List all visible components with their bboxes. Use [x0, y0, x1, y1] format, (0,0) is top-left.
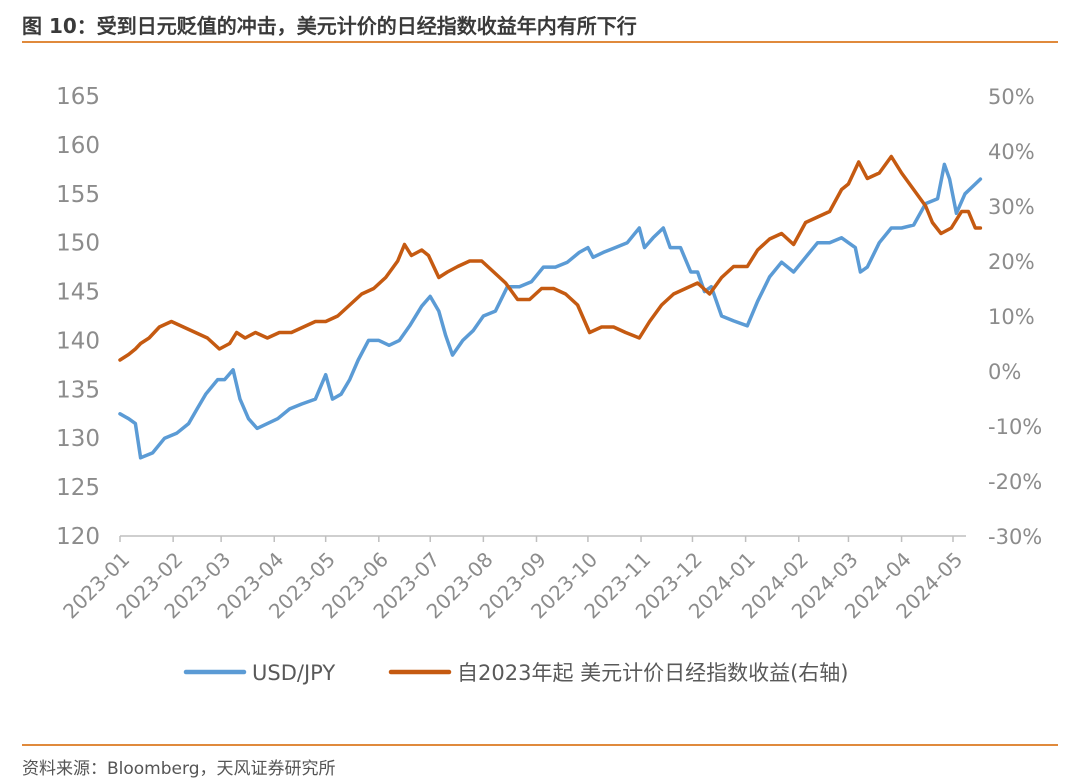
y-right-tick-label: 20% — [988, 250, 1035, 274]
y-left-tick-label: 130 — [56, 426, 100, 452]
y-right-tick-label: -10% — [988, 415, 1042, 439]
chart-lines — [118, 154, 983, 460]
y-right-tick-label: 40% — [988, 140, 1035, 164]
y-left-tick-label: 120 — [56, 524, 100, 550]
series-line-nikkei — [118, 154, 983, 362]
y-right-tick-label: -20% — [988, 470, 1042, 494]
source-note: 资料来源：Bloomberg，天风证券研究所 — [22, 759, 336, 779]
legend-label: 自2023年起 美元计价日经指数收益(右轴) — [457, 661, 849, 685]
legend-label: USD/JPY — [252, 661, 335, 685]
y-left-tick-label: 145 — [56, 280, 100, 306]
y-left-tick-label: 165 — [56, 84, 100, 110]
y-left-tick-label: 135 — [56, 377, 100, 403]
y-left-tick-label: 140 — [56, 328, 100, 354]
series-line-usdjpy — [118, 162, 983, 460]
figure-title: 图 10：受到日元贬值的冲击，美元计价的日经指数收益年内有所下行 — [22, 14, 637, 38]
y-right-tick-label: 0% — [988, 360, 1021, 384]
chart-axes: 120 125 130 135 140 145 150 155 160 165 -30% -20% -1… — [56, 84, 1042, 623]
y-left-tick-label: 150 — [56, 231, 100, 257]
source-divider — [22, 744, 1058, 746]
y-left-tick-label: 155 — [56, 182, 100, 208]
y-right-tick-label: 30% — [988, 195, 1035, 219]
line-chart: 120 125 130 135 140 145 150 155 160 165 -30% -20% -1… — [56, 84, 1042, 685]
title-divider — [22, 41, 1058, 43]
y-right-tick-label: -30% — [988, 525, 1042, 549]
y-right-tick-label: 50% — [988, 85, 1035, 109]
chart-legend: USD/JPY 自2023年起 美元计价日经指数收益(右轴) — [183, 661, 849, 685]
y-right-tick-label: 10% — [988, 305, 1035, 329]
y-left-tick-label: 160 — [56, 133, 100, 159]
y-left-tick-label: 125 — [56, 475, 100, 501]
